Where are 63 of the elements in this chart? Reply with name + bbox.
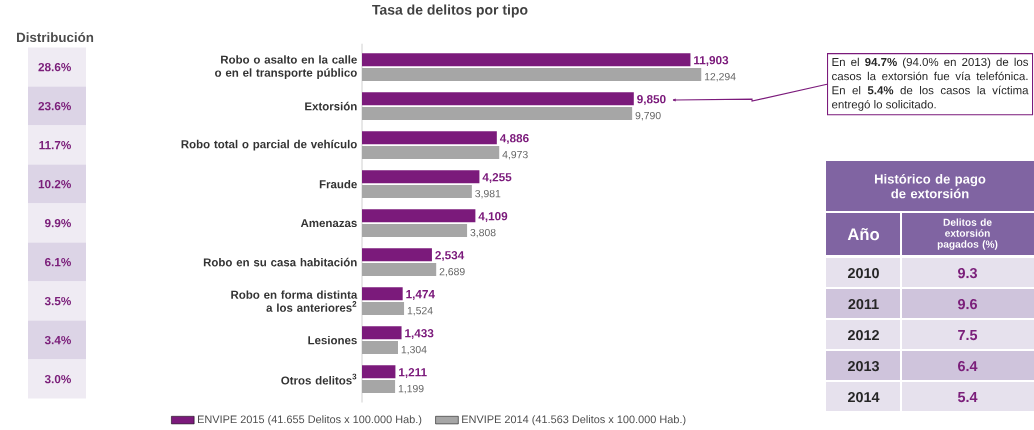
bar	[362, 92, 634, 106]
data-label: 7.5	[958, 329, 978, 340]
text: 28.6%	[38, 62, 71, 72]
text: 10.2%	[38, 179, 71, 189]
y-tick-label: 2010	[847, 267, 879, 279]
data-label: 9.3	[958, 267, 977, 279]
bar	[362, 326, 402, 340]
data-label: 9,790	[635, 111, 661, 121]
y-tick-label: Extorsión	[305, 101, 357, 111]
y-tick-label: Amenazas	[300, 218, 357, 227]
bar	[362, 131, 497, 145]
data-label: 1,524	[407, 306, 433, 316]
y-axis-title: Año	[847, 227, 880, 241]
data-label: 1,199	[398, 384, 424, 394]
y-tick-label: 2011	[848, 298, 879, 310]
y-tick-label: 2014	[847, 391, 880, 403]
data-label: 11,903	[694, 55, 729, 66]
text: 3.4%	[44, 335, 71, 345]
bar	[362, 53, 691, 67]
text: 23.6%	[38, 101, 71, 111]
data-label: 1,433	[405, 328, 434, 339]
text: 6.1%	[44, 257, 71, 267]
data-label: 4,109	[478, 211, 508, 222]
data-label: 3,808	[470, 228, 496, 238]
data-label: 12,294	[704, 72, 736, 82]
data-label: 1,304	[401, 345, 427, 355]
data-label: 5.4	[957, 391, 978, 402]
bar	[362, 248, 432, 262]
data-label: 2,534	[435, 250, 465, 261]
text: 11.7%	[39, 140, 71, 150]
y-tick-label: Fraude	[319, 179, 357, 189]
chart-title: Tasa de delitos por tipo	[372, 4, 528, 18]
data-label: 1,211	[399, 367, 427, 378]
data-label: 6.4	[958, 360, 978, 372]
text: En el 94.7% (94.0% en 2013) de los casos la extorsión fue vía telefónica. En el 5.4% de los casos la víctima entregó lo solicitado.	[832, 57, 1029, 111]
text: 3.5%	[44, 296, 71, 306]
data-label: 2,689	[439, 267, 465, 277]
y-tick-label: Otros delitos$^{3}$	[281, 373, 357, 385]
bar	[362, 365, 396, 379]
bar	[362, 209, 476, 223]
y-tick-label: 2013	[847, 360, 879, 372]
y-tick-label: Robo o asalto en la calle o en el transporte público	[215, 55, 357, 79]
legend-label: ENVIPE 2015 (41.655 Delitos x 100.000 Hab.)	[197, 414, 422, 426]
y-tick-label: Robo total o parcial de vehículo	[181, 139, 357, 151]
y-tick-label: Robo en forma distinta a los anteriores$^{2}$	[231, 290, 358, 312]
data-label: 9.6	[958, 298, 977, 310]
data-label: 4,973	[502, 150, 528, 160]
text: Distribución	[17, 31, 94, 42]
y-tick-label: Robo en su casa habitación	[203, 257, 357, 267]
legend-label: ENVIPE 2014 (41.563 Delitos x 100.000 Hab.)	[462, 414, 686, 426]
text: 3.0%	[44, 374, 71, 384]
x-tick-label: Delitos de extorsión pagados (%)	[937, 218, 998, 250]
y-tick-label: Lesiones	[308, 335, 357, 345]
y-tick-label: 2012	[847, 329, 879, 341]
data-label: 4,886	[499, 133, 529, 144]
data-label: 1,474	[406, 289, 435, 300]
data-label: 3,981	[475, 189, 501, 199]
bar	[362, 287, 403, 301]
data-label: 9,850	[637, 94, 666, 105]
bar	[362, 170, 480, 184]
chart-title: Histórico de pago de extorsión	[874, 173, 986, 199]
text: 9.9%	[44, 218, 71, 228]
data-label: 4,255	[482, 172, 512, 183]
